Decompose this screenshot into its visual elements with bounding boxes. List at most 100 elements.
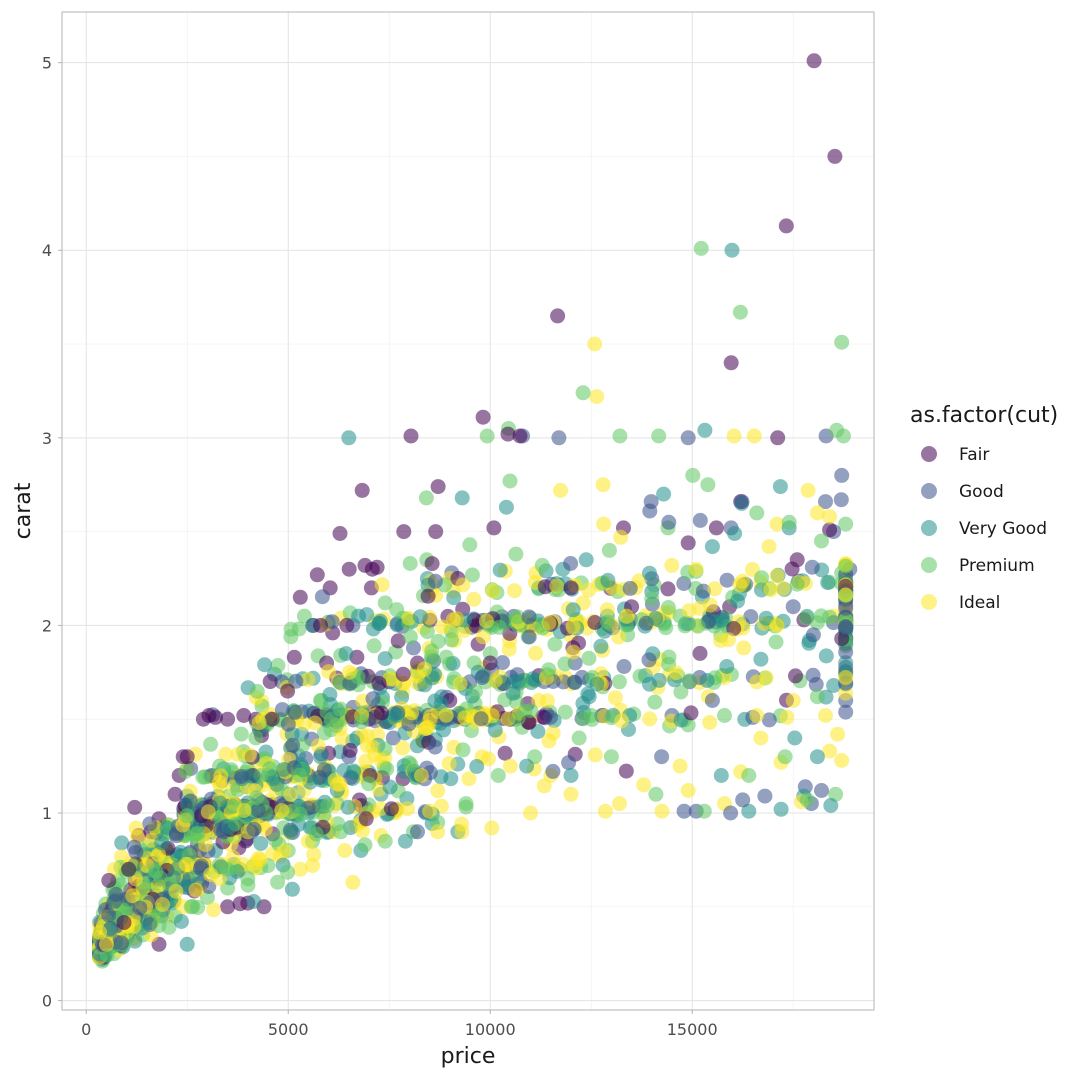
scatter-point-ideal xyxy=(536,778,552,794)
scatter-point-premium xyxy=(508,546,524,562)
scatter-point-very-good xyxy=(600,572,616,588)
scatter-point-ideal xyxy=(206,902,222,918)
scatter-point-fair xyxy=(723,355,739,371)
scatter-point-good xyxy=(838,644,854,660)
scatter-point-premium xyxy=(571,730,587,746)
scatter-point-good xyxy=(473,711,489,727)
scatter-point-ideal xyxy=(430,824,446,840)
scatter-point-premium xyxy=(270,874,286,890)
scatter-point-good xyxy=(132,900,148,916)
scatter-point-premium xyxy=(717,708,732,723)
scatter-point-fair xyxy=(726,621,742,636)
scatter-point-ideal xyxy=(106,861,122,877)
scatter-point-very-good xyxy=(377,651,393,667)
scatter-point-fair xyxy=(264,711,280,727)
scatter-point-very-good xyxy=(713,768,729,783)
scatter-point-premium xyxy=(148,864,164,879)
scatter-point-very-good xyxy=(565,602,581,618)
scatter-point-premium xyxy=(464,567,480,583)
scatter-point-very-good xyxy=(179,936,195,952)
scatter-point-premium xyxy=(813,608,829,624)
scatter-point-fair xyxy=(116,915,132,930)
scatter-point-very-good xyxy=(823,798,839,813)
scatter-point-good xyxy=(757,788,773,804)
scatter-point-good xyxy=(543,709,558,725)
scatter-point-ideal xyxy=(642,711,658,727)
legend: as.factor(cut) Fair Good Very Good Premium I… xyxy=(910,403,1058,613)
scatter-point-premium xyxy=(557,704,573,720)
scatter-point-fair xyxy=(563,580,579,596)
scatter-point-ideal xyxy=(654,803,670,819)
scatter-point-very-good xyxy=(322,687,338,702)
scatter-point-good xyxy=(735,792,751,808)
scatter-point-very-good xyxy=(351,608,367,624)
scatter-point-ideal xyxy=(565,619,581,635)
legend-key-good xyxy=(921,483,937,499)
scatter-point-ideal xyxy=(225,850,241,866)
scatter-point-ideal xyxy=(305,858,320,874)
scatter-point-ideal xyxy=(596,516,612,532)
scatter-point-ideal xyxy=(251,715,267,731)
scatter-point-ideal xyxy=(785,693,801,708)
scatter-point-fair xyxy=(708,520,724,536)
scatter-point-premium xyxy=(510,710,526,726)
scatter-point-very-good xyxy=(313,749,328,765)
scatter-point-premium xyxy=(389,602,405,618)
scatter-point-premium xyxy=(458,796,474,812)
scatter-point-ideal xyxy=(334,730,350,746)
scatter-point-ideal xyxy=(611,629,627,645)
scatter-point-good xyxy=(818,494,833,510)
scatter-point-fair xyxy=(806,53,822,69)
scatter-point-fair xyxy=(309,567,325,583)
scatter-point-very-good xyxy=(656,486,672,502)
scatter-point-ideal xyxy=(484,820,500,836)
scatter-point-premium xyxy=(467,684,483,700)
scatter-point-premium xyxy=(523,703,539,719)
scatter-point-premium xyxy=(379,761,395,777)
scatter-point-premium xyxy=(557,656,573,672)
scatter-point-ideal xyxy=(151,847,166,863)
scatter-point-premium xyxy=(280,864,295,880)
scatter-point-very-good xyxy=(394,689,410,705)
scatter-point-very-good xyxy=(212,795,228,811)
scatter-point-ideal xyxy=(98,936,114,952)
scatter-point-premium xyxy=(600,614,615,630)
scatter-point-fair xyxy=(390,633,406,649)
scatter-point-ideal xyxy=(664,557,680,573)
scatter-point-fair xyxy=(428,524,444,540)
scatter-point-good xyxy=(833,492,849,508)
scatter-point-very-good xyxy=(820,575,836,591)
scatter-point-premium xyxy=(693,240,709,256)
scatter-point-very-good xyxy=(809,749,825,765)
scatter-point-ideal xyxy=(300,672,316,688)
scatter-point-ideal xyxy=(416,661,432,677)
scatter-point-very-good xyxy=(704,539,720,555)
scatter-point-fair xyxy=(342,742,358,758)
scatter-point-fair xyxy=(618,763,634,779)
scatter-point-premium xyxy=(455,742,471,758)
scatter-point-very-good xyxy=(826,678,842,693)
scatter-point-ideal xyxy=(438,707,454,723)
scatter-point-good xyxy=(101,907,117,923)
scatter-point-premium xyxy=(673,684,689,700)
scatter-point-very-good xyxy=(284,881,300,897)
scatter-point-premium xyxy=(361,776,377,792)
y-tick-label: 0 xyxy=(42,992,52,1011)
x-tick-label: 10000 xyxy=(465,1020,516,1039)
scatter-point-premium xyxy=(834,334,850,350)
scatter-point-ideal xyxy=(422,803,438,819)
scatter-point-fair xyxy=(788,668,803,684)
scatter-point-ideal xyxy=(681,603,697,619)
scatter-point-ideal xyxy=(769,568,785,584)
scatter-point-premium xyxy=(490,768,506,783)
scatter-point-ideal xyxy=(200,804,216,820)
scatter-point-good xyxy=(288,673,304,689)
scatter-point-premium xyxy=(444,632,460,648)
scatter-point-fair xyxy=(332,526,348,541)
scatter-point-ideal xyxy=(736,640,752,656)
scatter-point-good xyxy=(622,580,638,596)
scatter-point-very-good xyxy=(563,768,579,783)
scatter-point-ideal xyxy=(430,783,446,799)
scatter-point-good xyxy=(108,886,124,902)
